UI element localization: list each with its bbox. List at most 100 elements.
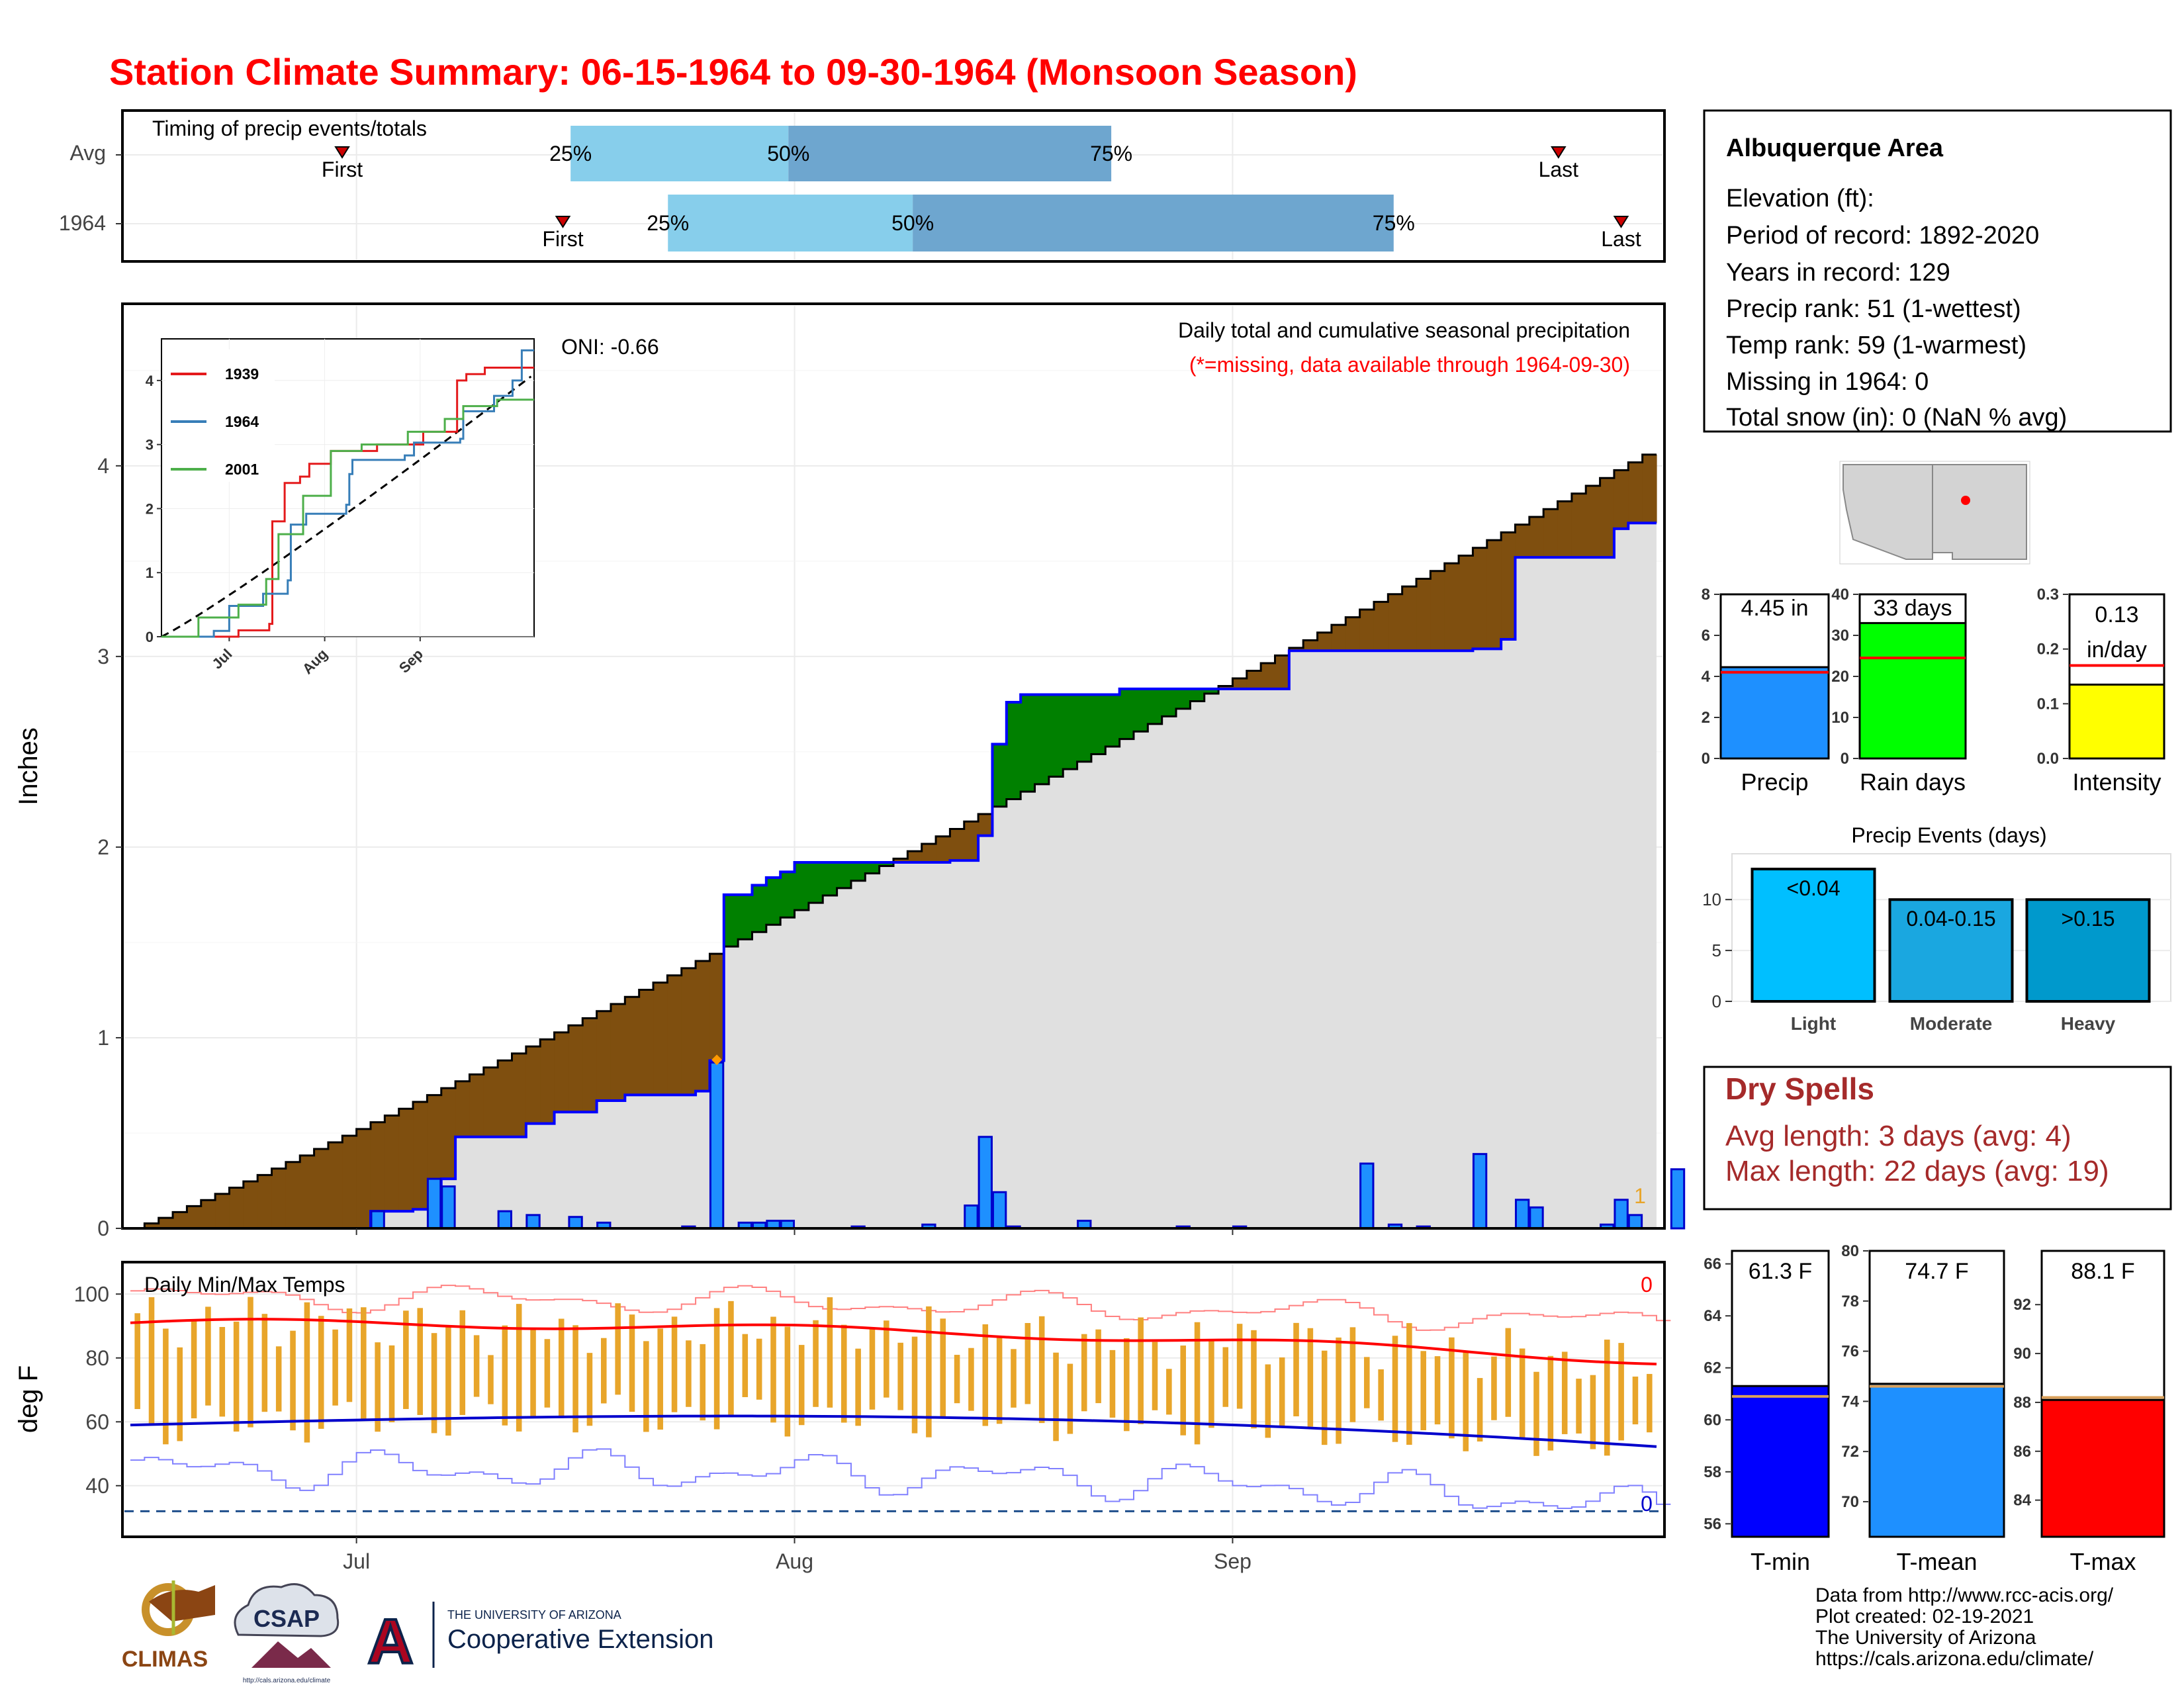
daily-temp-bar: [332, 1329, 338, 1406]
deficit-segment: [342, 1135, 357, 1228]
average-max-line: [130, 1318, 1657, 1365]
deficit-segment: [512, 1053, 527, 1137]
daily-temp-bar: [1194, 1322, 1201, 1445]
daily-temp-bar: [601, 1338, 607, 1404]
tstat-ytick-label: 60: [1704, 1411, 1721, 1429]
surplus-segment: [865, 862, 880, 874]
deficit-segment: [1557, 501, 1572, 558]
stat-ytick-label: 10: [1831, 709, 1849, 727]
dry-spells-box: Dry Spells Avg length: 3 days (avg: 4) M…: [1703, 1066, 2172, 1211]
events-bar-label: <0.04: [1787, 876, 1841, 900]
events-xtick-label: Light: [1791, 1013, 1836, 1034]
deficit-segment: [1416, 578, 1431, 651]
inset-legend-bg: [165, 349, 275, 482]
surplus-segment: [780, 872, 796, 918]
deficit-segment: [568, 1025, 583, 1113]
daily-temp-bar: [205, 1306, 211, 1406]
surplus-segment: [1021, 694, 1036, 792]
daily-precip-bar: [709, 1061, 725, 1230]
footer-line1: Data from http://www.rcc-acis.org/: [1815, 1584, 2114, 1606]
temp-stats: 56 58 60 62 64 66 61.3 F T-min 70 72 74 76 78 80 74.7 …: [1704, 1242, 2165, 1575]
precip-stats: 0 2 4 6 8 4.45 in Precip 0 10 20 30 40 33 days Rain d…: [1702, 586, 2165, 796]
stat-name-label: Rain days: [1860, 768, 1966, 796]
deficit-segment: [1303, 640, 1318, 651]
surplus-segment: [879, 862, 894, 866]
deficit-segment: [498, 1060, 513, 1137]
ua-line2: Cooperative Extension: [447, 1625, 713, 1654]
main-ytick-label: 1: [97, 1026, 109, 1050]
daily-precip-bar: [1627, 1214, 1643, 1230]
main-ytick-label: 4: [97, 454, 109, 478]
deficit-segment: [1388, 594, 1403, 651]
temp-xtick-label: Jul: [343, 1549, 370, 1573]
deficit-segment: [1628, 462, 1643, 524]
daily-temp-bar: [544, 1339, 551, 1408]
main-ylabel: Inches: [14, 727, 43, 805]
deficit-segment: [1614, 470, 1629, 529]
deficit-segment: [271, 1168, 287, 1228]
daily-precip-bar: [497, 1210, 512, 1230]
surplus-segment: [1048, 694, 1064, 777]
daily-temp-bar: [1321, 1350, 1328, 1445]
daily-temp-bar: [530, 1328, 536, 1418]
station-name: Albuquerque Area: [1726, 134, 1944, 162]
temp-ytick-label: 40: [85, 1474, 109, 1498]
surplus-segment: [1133, 688, 1148, 732]
deficit-segment: [1600, 478, 1615, 558]
tstat-ytick-label: 92: [2013, 1296, 2031, 1314]
daily-temp-bar: [1463, 1352, 1469, 1451]
deficit-segment: [610, 1004, 625, 1101]
surplus-segment: [1161, 688, 1177, 717]
stat-ytick-label: 40: [1831, 586, 1849, 604]
main-note-line1: Daily total and cumulative seasonal prec…: [1178, 318, 1630, 342]
daily-temp-bar: [1251, 1330, 1257, 1429]
events-ytick-label: 0: [1712, 991, 1721, 1011]
dry-spells-title: Dry Spells: [1725, 1072, 1874, 1106]
deficit-segment: [314, 1148, 329, 1228]
surplus-segment: [738, 894, 753, 940]
daily-precip-bar: [426, 1177, 442, 1230]
csap-url: http://cals.arizona.edu/climate: [243, 1677, 331, 1684]
deficit-segment: [1331, 625, 1346, 651]
stat-ytick-label: 4: [1702, 668, 1711, 686]
daily-temp-bar: [233, 1321, 240, 1432]
timing-row-avg-label: Avg: [69, 141, 106, 165]
main-ytick-label: 3: [97, 645, 109, 668]
surplus-segment: [1119, 688, 1134, 739]
footer-line3: The University of Arizona: [1815, 1627, 2036, 1649]
daily-temp-bar: [1519, 1348, 1525, 1438]
timing-p25-label: 25%: [647, 211, 689, 235]
deficit-segment: [385, 1115, 400, 1212]
surplus-segment: [1063, 694, 1078, 770]
daily-temp-bar: [261, 1314, 268, 1412]
main-note-line2: (*=missing, data available through 1964-…: [1189, 353, 1630, 377]
main-ytick-label: 2: [97, 835, 109, 859]
deficit-segment: [1232, 678, 1248, 689]
surplus-segment: [752, 885, 767, 933]
tstat-ytick-label: 78: [1841, 1293, 1859, 1310]
daily-temp-bar: [1011, 1349, 1017, 1408]
surplus-segment: [723, 894, 739, 947]
surplus-segment: [1105, 694, 1120, 747]
inset-average-line: [161, 375, 532, 638]
climas-logo: CLIMAS: [122, 1580, 215, 1672]
daily-temp-bar: [275, 1346, 282, 1412]
deficit-segment: [1430, 571, 1445, 651]
daily-temp-bar: [445, 1326, 451, 1436]
tstat-value-label: 74.7 F: [1905, 1259, 1968, 1284]
ua-logo: A THE UNIVERSITY OF ARIZONA Cooperative …: [366, 1602, 713, 1678]
stat-ytick-label: 0.3: [2037, 586, 2059, 604]
deficit-segment: [1218, 686, 1234, 689]
daily-temp-bar: [1180, 1346, 1186, 1436]
stat-bar-Precip: [1719, 666, 1830, 760]
deficit-segment: [921, 843, 936, 862]
tstat-ytick-label: 56: [1704, 1515, 1721, 1533]
deficit-segment: [144, 1223, 159, 1228]
daily-temp-bar: [1279, 1357, 1285, 1427]
daily-temp-bar: [361, 1307, 367, 1420]
deficit-segment: [1473, 547, 1488, 649]
daily-temp-bar: [1336, 1337, 1342, 1444]
tstat-value-label: 61.3 F: [1749, 1259, 1812, 1284]
